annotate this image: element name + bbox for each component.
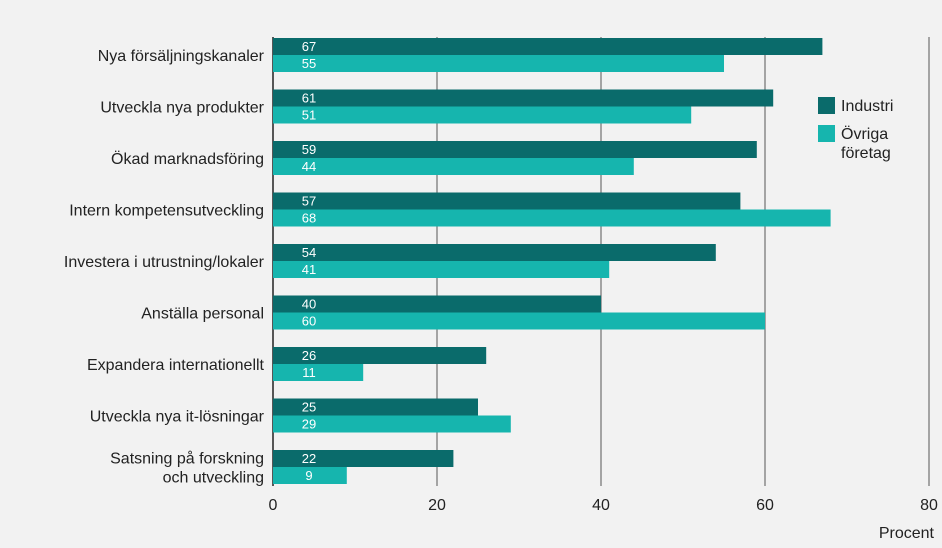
data-label: 40	[302, 297, 316, 312]
category-label: Utveckla nya produkter	[100, 100, 264, 117]
category-label: Investera i utrustning/lokaler	[64, 254, 265, 271]
category-label: Expandera internationellt	[87, 357, 265, 374]
x-tick-label: 40	[592, 497, 610, 514]
data-label: 29	[302, 417, 316, 432]
data-label: 44	[302, 159, 316, 174]
x-tick-labels: 0 20 40 60 80	[269, 497, 938, 514]
x-tick-label: 0	[269, 497, 278, 514]
legend-label: Industri	[841, 98, 893, 115]
bar	[273, 106, 692, 124]
category-label: Intern kompetensutveckling	[69, 203, 264, 220]
data-label: 51	[302, 108, 316, 123]
category-label: Utveckla nya it-lösningar	[90, 409, 265, 426]
bar	[273, 192, 741, 210]
data-label: 57	[302, 194, 316, 209]
bar	[273, 158, 634, 175]
legend-swatch	[818, 125, 835, 142]
category-label: Ökad marknadsföring	[111, 150, 264, 168]
x-tick-label: 80	[920, 497, 938, 514]
data-label: 41	[302, 262, 316, 277]
bar	[273, 89, 774, 107]
legend-label: Övriga företag	[841, 125, 891, 162]
bar	[273, 38, 823, 55]
bar	[273, 295, 601, 313]
bar	[273, 415, 511, 433]
bar	[273, 55, 724, 72]
legend: Industri Övriga företag	[818, 97, 893, 162]
data-label: 22	[302, 451, 316, 466]
data-label: 9	[305, 468, 312, 483]
category-label: Satsning på forskning och utveckling	[110, 450, 264, 487]
category-label: Anställa personal	[141, 306, 264, 323]
bar	[273, 467, 347, 484]
bar	[273, 450, 454, 467]
data-label: 11	[302, 365, 316, 380]
category-label: Nya försäljningskanaler	[98, 48, 265, 65]
legend-swatch	[818, 97, 835, 114]
data-label: 55	[302, 56, 316, 71]
data-label: 68	[302, 211, 316, 226]
data-label: 25	[302, 400, 316, 415]
x-tick-label: 20	[428, 497, 446, 514]
bar	[273, 347, 487, 364]
data-label: 26	[302, 348, 316, 363]
data-label: 61	[302, 91, 316, 106]
bar	[273, 364, 364, 381]
data-label: 59	[302, 142, 316, 157]
x-axis-label: Procent	[879, 525, 935, 542]
bar	[273, 244, 716, 261]
bars: 67 55 61 51 59 44 57 68 54 41 40 60 26 11 25 29 22 9	[273, 38, 831, 484]
bar	[273, 261, 610, 278]
x-tick-label: 60	[756, 497, 774, 514]
category-labels: Nya försäljningskanaler Utveckla nya prod…	[64, 48, 265, 487]
data-label: 60	[302, 314, 316, 329]
data-label: 67	[302, 39, 316, 54]
bar	[273, 312, 765, 330]
data-label: 54	[302, 245, 316, 260]
bar	[273, 141, 757, 158]
bar	[273, 398, 478, 416]
bar	[273, 209, 831, 227]
